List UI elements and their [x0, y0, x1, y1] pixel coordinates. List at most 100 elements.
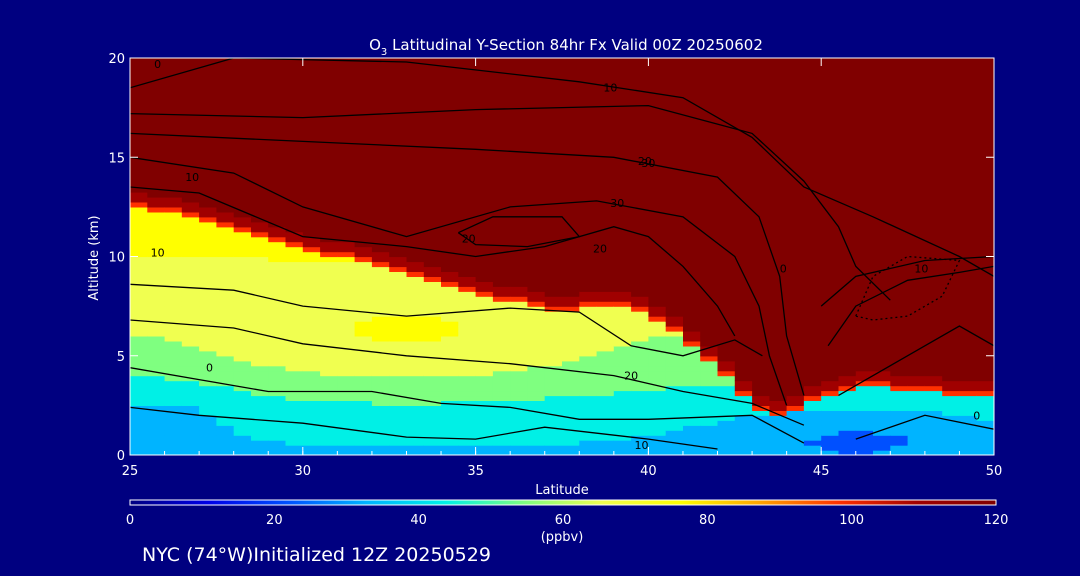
heatmap-cell [924, 335, 943, 342]
heatmap-cell [976, 236, 994, 243]
heatmap-cell [786, 226, 805, 233]
heatmap-cell [233, 350, 252, 357]
heatmap-cell [596, 216, 615, 223]
heatmap-cell [527, 420, 546, 426]
heatmap-cell [251, 107, 269, 114]
heatmap-cell [890, 251, 909, 258]
heatmap-cell [803, 306, 822, 312]
heatmap-cell [285, 102, 304, 109]
heatmap-cell [631, 187, 649, 193]
heatmap-cell [907, 122, 926, 129]
y-axis-label: Altitude (km) [87, 215, 102, 300]
heatmap-cell [786, 326, 805, 332]
heatmap-cell [337, 72, 356, 79]
heatmap-cell [268, 350, 287, 357]
heatmap-cell [216, 350, 235, 357]
heatmap-cell [354, 355, 373, 362]
heatmap-cell [268, 77, 287, 84]
heatmap-cell [354, 256, 373, 263]
heatmap-cell [302, 375, 321, 382]
heatmap-cell [700, 58, 719, 64]
heatmap-cell [907, 137, 926, 143]
heatmap-cell [233, 87, 252, 94]
heatmap-cell [769, 77, 788, 84]
heatmap-cell [164, 87, 183, 94]
heatmap-cell [821, 251, 840, 258]
heatmap-cell [907, 286, 926, 292]
heatmap-cell [959, 147, 978, 153]
heatmap-cell [492, 127, 511, 134]
heatmap-cell [959, 236, 978, 243]
heatmap-cell [216, 107, 235, 114]
heatmap-cell [458, 127, 477, 134]
heatmap-cell [752, 58, 770, 64]
heatmap-cell [579, 430, 598, 436]
heatmap-cell [544, 370, 563, 377]
heatmap-cell [337, 241, 356, 248]
heatmap-cell [475, 326, 494, 332]
heatmap-cell [354, 271, 373, 277]
heatmap-cell [337, 281, 356, 287]
heatmap-cell [907, 152, 926, 158]
heatmap-cell [786, 201, 805, 208]
heatmap-cell [441, 425, 459, 431]
heatmap-cell [337, 435, 356, 441]
heatmap-cell [613, 410, 632, 416]
heatmap-cell [786, 350, 805, 357]
heatmap-cell [216, 326, 235, 332]
heatmap-cell [268, 385, 287, 392]
heatmap-cell [717, 112, 736, 119]
heatmap-cell [371, 321, 390, 327]
heatmap-cell [423, 400, 442, 406]
heatmap-cell [268, 425, 287, 431]
heatmap-cell [562, 405, 580, 411]
heatmap-cell [752, 157, 770, 163]
heatmap-cell [527, 77, 546, 84]
heatmap-cell [648, 316, 667, 322]
heatmap-cell [683, 326, 701, 332]
heatmap-cell [389, 291, 408, 297]
heatmap-cell [441, 167, 459, 173]
heatmap-cell [544, 172, 563, 178]
heatmap-cell [441, 122, 459, 129]
heatmap-cell [458, 117, 477, 124]
heatmap-cell [579, 266, 598, 272]
heatmap-cell [942, 420, 961, 426]
heatmap-cell [492, 117, 511, 124]
title-subscript: 3 [381, 47, 387, 58]
heatmap-cell [631, 306, 649, 312]
heatmap-cell [544, 231, 563, 238]
heatmap-cell [251, 440, 269, 446]
heatmap-cell [320, 177, 338, 183]
heatmap-cell [838, 206, 857, 213]
heatmap-cell [164, 77, 183, 84]
heatmap-cell [475, 137, 494, 143]
heatmap-cell [320, 127, 338, 134]
heatmap-cell [268, 355, 287, 362]
heatmap-cell [717, 107, 736, 114]
heatmap-cell [233, 420, 252, 426]
heatmap-cell [838, 92, 857, 99]
colorbar-tick-label: 80 [699, 513, 716, 528]
heatmap-cell [147, 430, 166, 436]
contour-label: 0 [206, 362, 213, 375]
heatmap-cell [579, 92, 598, 99]
heatmap-cell [717, 67, 736, 74]
heatmap-cell [371, 291, 390, 297]
heatmap-cell [562, 410, 580, 416]
heatmap-cell [302, 445, 321, 451]
heatmap-cell [700, 77, 719, 84]
heatmap-cell [579, 360, 598, 367]
heatmap-cell [199, 355, 217, 362]
heatmap-cell [596, 211, 615, 218]
heatmap-cell [976, 226, 994, 233]
heatmap-cell [527, 187, 546, 193]
heatmap-cell [803, 340, 822, 347]
heatmap-cell [371, 301, 390, 307]
heatmap-cell [821, 385, 840, 392]
heatmap-cell [596, 340, 615, 347]
heatmap-cell [492, 187, 511, 193]
heatmap-cell [527, 206, 546, 213]
heatmap-cell [700, 256, 719, 263]
heatmap-cell [838, 241, 857, 248]
